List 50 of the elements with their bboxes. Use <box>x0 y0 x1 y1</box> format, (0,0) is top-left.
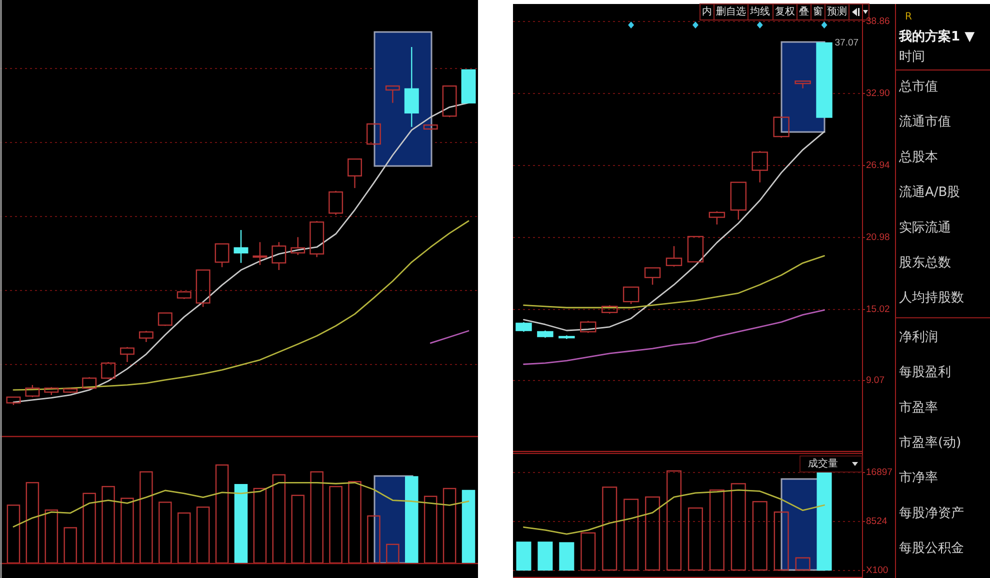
bar <box>120 498 134 564</box>
text: 总股本 <box>898 150 938 165</box>
text: 流通市值 <box>899 114 951 130</box>
bar <box>291 494 305 564</box>
text: 市盈率 <box>899 399 938 416</box>
bar <box>272 474 286 564</box>
annotation: 均线 <box>749 6 770 18</box>
bar <box>177 512 191 564</box>
bar <box>424 496 438 564</box>
bar <box>196 506 210 564</box>
bar <box>329 486 342 564</box>
text: 每股净资产 <box>899 506 964 521</box>
bar <box>215 464 229 564</box>
annotation: 预测 <box>827 6 847 18</box>
text: 时间 <box>899 50 925 64</box>
bar <box>386 544 400 564</box>
text: 流通A/B股 <box>899 184 960 200</box>
text: 人均持股数 <box>899 290 964 306</box>
text: 净利润 <box>899 330 938 345</box>
bar <box>442 488 456 564</box>
text: 每股盈利 <box>899 365 951 380</box>
annotation: 内 <box>702 6 712 18</box>
bar <box>348 481 362 564</box>
bar <box>26 482 40 564</box>
text: 我的方案1 ▼ <box>898 28 975 44</box>
text: 总市值 <box>898 80 938 94</box>
title: 成交量 <box>800 456 862 472</box>
text: 股东总数 <box>899 256 951 270</box>
bar <box>462 490 476 564</box>
bar <box>253 488 267 564</box>
text: R <box>905 12 912 22</box>
text: 市净率 <box>899 470 938 486</box>
annotation: 复权 <box>775 6 795 18</box>
text: 市盈率(动) <box>899 434 962 450</box>
text: 实际流通 <box>899 219 951 236</box>
bar <box>310 471 324 564</box>
text: 每股公积金 <box>899 541 964 556</box>
bar <box>82 492 96 564</box>
bar <box>6 504 20 564</box>
annotation: 37.07 <box>834 37 859 48</box>
bar <box>367 515 380 564</box>
bar <box>158 502 172 564</box>
bar <box>64 527 77 564</box>
bar <box>102 486 115 564</box>
annotation: 叠 <box>799 6 809 18</box>
bar <box>234 484 248 564</box>
bar <box>140 471 153 564</box>
annotation: 删自选 <box>716 6 746 18</box>
annotation: 窗 <box>813 6 823 18</box>
bar <box>44 509 58 564</box>
